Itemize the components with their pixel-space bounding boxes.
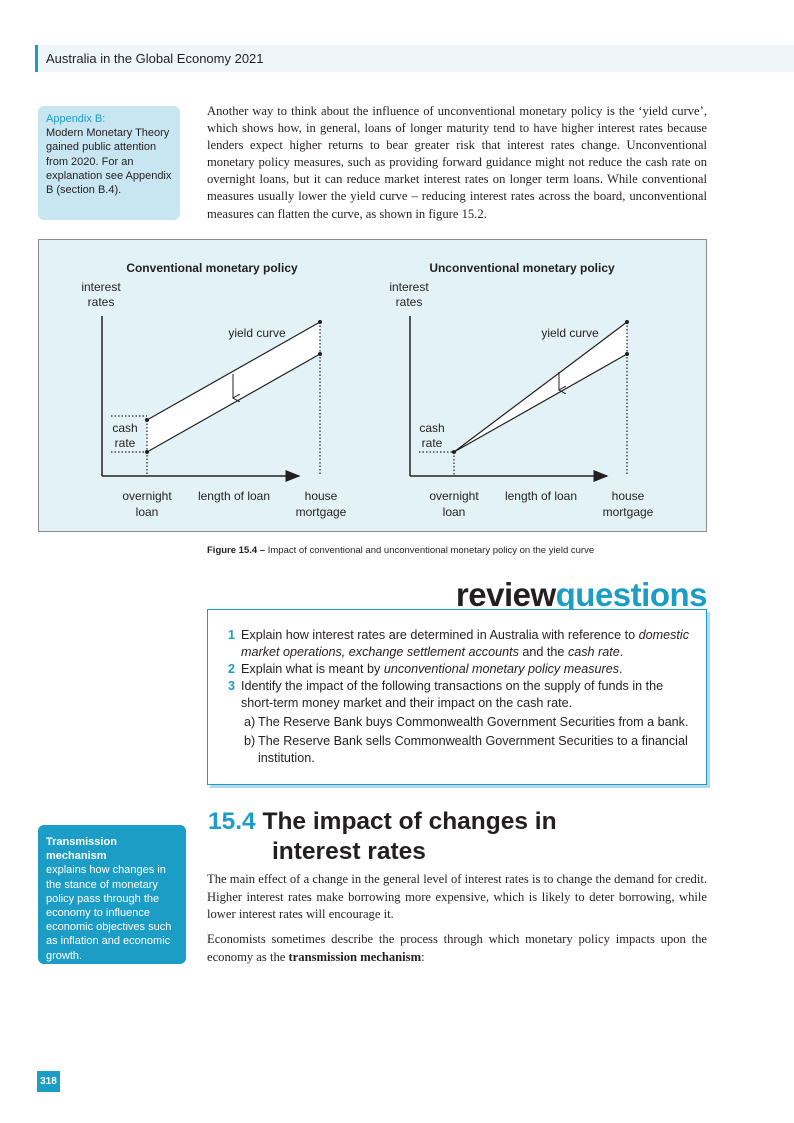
transmission-note-label: Transmission mechanism	[46, 836, 117, 863]
question-number: 3	[228, 679, 236, 693]
question-text: and the	[518, 645, 568, 659]
right-y-label-2: rates	[396, 295, 423, 309]
right-yield-curve-label: yield curve	[541, 326, 599, 340]
left-panel-title: Conventional monetary policy	[126, 261, 298, 275]
section-number: 15.4	[208, 808, 256, 835]
left-x-overnight-2: loan	[136, 505, 159, 519]
question-text: Identify the impact of the following tra…	[241, 679, 664, 710]
question-text: .	[619, 645, 624, 659]
left-y-label-1: interest	[81, 280, 121, 294]
yield-curve-figure: .t { font-family: "Liberation Sans", san…	[38, 239, 707, 532]
left-point-cash-before	[145, 418, 149, 422]
right-point-cash	[452, 450, 456, 454]
figure-caption-label: Figure 15.4 –	[207, 545, 266, 556]
question-term: unconventional monetary policy measures	[383, 662, 620, 676]
appendix-margin-note: Appendix B: Modern Monetary Theory gaine…	[38, 106, 180, 220]
review-question-3: 3 Identify the impact of the following t…	[228, 678, 698, 712]
right-cash-label-2: rate	[422, 436, 443, 450]
review-question-3a: a) The Reserve Bank buys Commonwealth Go…	[228, 714, 698, 731]
right-point-long-after	[625, 352, 629, 356]
right-x-house: house	[612, 489, 645, 503]
left-cash-label-1: cash	[112, 421, 137, 435]
transmission-margin-note: Transmission mechanism explains how chan…	[38, 825, 186, 964]
review-title-part-1: review	[455, 576, 556, 613]
right-y-label-1: interest	[389, 280, 429, 294]
review-question-2: 2 Explain what is meant by unconventiona…	[228, 661, 698, 678]
review-title-part-2: questions	[555, 576, 708, 613]
right-yield-curve-after	[453, 353, 628, 453]
intro-paragraph: Another way to think about the influence…	[207, 104, 707, 221]
page-number: 318	[37, 1071, 60, 1092]
left-cash-label-2: rate	[115, 436, 136, 450]
left-yield-curve-label: yield curve	[228, 326, 286, 340]
left-point-long-after	[318, 352, 322, 356]
sub-question-text: The Reserve Bank buys Commonwealth Gover…	[258, 715, 689, 729]
right-panel-title: Unconventional monetary policy	[429, 261, 615, 275]
running-header: Australia in the Global Economy 2021	[35, 45, 794, 72]
right-cash-label-1: cash	[419, 421, 444, 435]
body-paragraph-1: The main effect of a change in the gener…	[207, 872, 707, 921]
left-x-house: house	[305, 489, 338, 503]
question-number: 1	[228, 628, 236, 642]
section-heading: 15.4 The impact of changes in interest r…	[208, 807, 708, 867]
question-term: cash rate	[567, 645, 620, 659]
question-text: .	[619, 662, 623, 676]
appendix-note-text: Modern Monetary Theory gained public att…	[46, 127, 172, 197]
review-questions-list: 1 Explain how interest rates are determi…	[228, 627, 698, 767]
right-x-mortgage: mortgage	[603, 505, 654, 519]
section-title-line-2: interest rates	[272, 838, 426, 865]
left-point-cash-after	[145, 450, 149, 454]
left-point-long-before	[318, 320, 322, 324]
left-y-label-2: rates	[88, 295, 115, 309]
left-x-length: length of loan	[198, 489, 270, 503]
running-header-title: Australia in the Global Economy 2021	[46, 51, 264, 66]
body-text: Economists sometimes describe the proces…	[207, 932, 707, 964]
body-text: :	[421, 949, 425, 964]
question-number: 2	[228, 662, 236, 676]
left-yield-curve-after	[146, 353, 321, 453]
figure-caption: Figure 15.4 – Impact of conventional and…	[207, 545, 594, 556]
right-x-length: length of loan	[505, 489, 577, 503]
key-term: transmission mechanism	[288, 949, 422, 964]
left-x-overnight-1: overnight	[122, 489, 172, 503]
body-paragraph-2: Economists sometimes describe the proces…	[207, 931, 707, 966]
right-point-long-before	[625, 320, 629, 324]
review-question-1: 1 Explain how interest rates are determi…	[228, 627, 698, 661]
transmission-note-text: explains how changes in the stance of mo…	[46, 864, 172, 962]
section-title-line-1: The impact of changes in	[262, 808, 557, 835]
right-x-overnight-2: loan	[443, 505, 466, 519]
question-term: domestic market operations, exchange set…	[241, 628, 690, 659]
sub-question-label: a)	[244, 715, 256, 729]
review-question-3b: b) The Reserve Bank sells Commonwealth G…	[228, 733, 698, 767]
figure-caption-text: Impact of conventional and unconventiona…	[265, 545, 595, 556]
left-x-mortgage: mortgage	[296, 505, 347, 519]
yield-curve-diagram: .t { font-family: "Liberation Sans", san…	[81, 261, 654, 519]
question-text: Explain how interest rates are determine…	[241, 628, 639, 642]
right-yield-curve-before	[453, 321, 628, 453]
review-questions-title: reviewquestions	[380, 575, 708, 615]
question-text: Explain what is meant by	[241, 662, 384, 676]
sub-question-text: The Reserve Bank sells Commonwealth Gove…	[258, 734, 688, 765]
review-questions-box: 1 Explain how interest rates are determi…	[207, 609, 707, 785]
right-x-overnight-1: overnight	[429, 489, 479, 503]
sub-question-label: b)	[244, 734, 256, 748]
appendix-note-label: Appendix B:	[46, 113, 106, 125]
left-yield-curve-before	[146, 321, 321, 421]
